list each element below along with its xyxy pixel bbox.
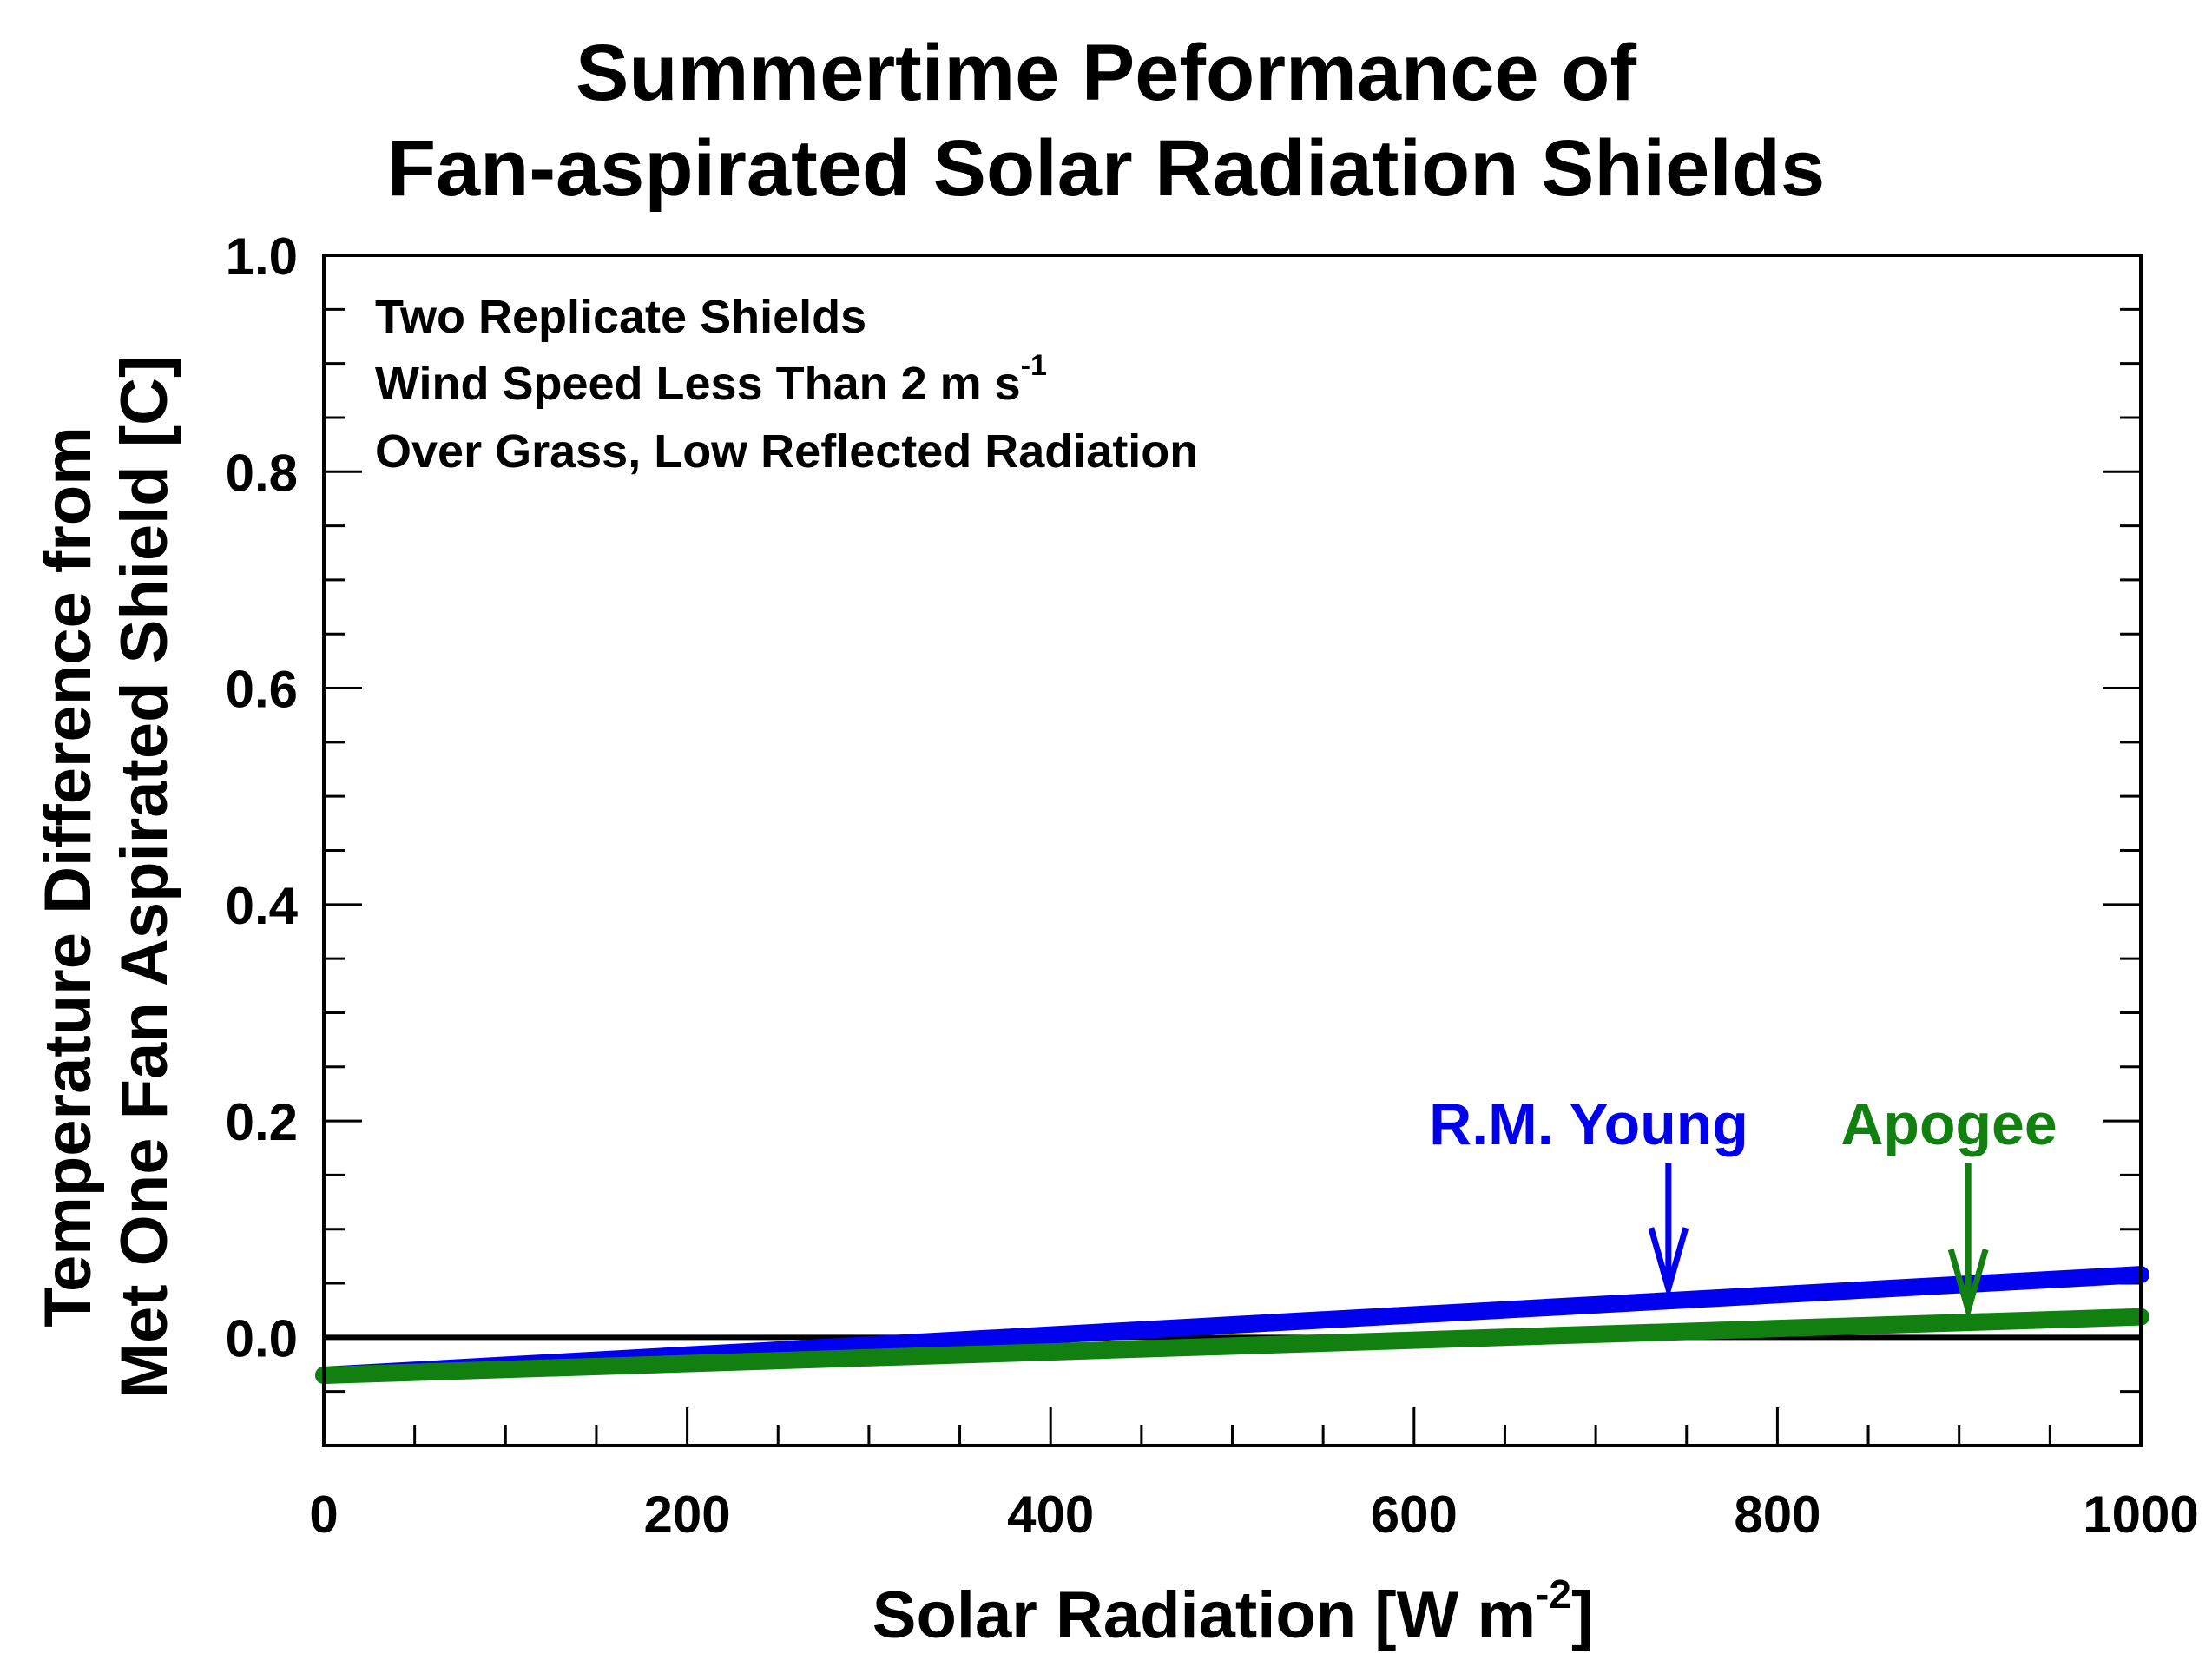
y-tick-label: 0.4 — [226, 877, 299, 935]
arrow-r-m-young — [1648, 1163, 1689, 1300]
y-tick-label: 0.8 — [226, 444, 298, 502]
plot-frame — [322, 254, 2143, 1447]
x-tick-label: 1000 — [2083, 1486, 2198, 1544]
x-axis-label-sup: -2 — [1536, 1571, 1571, 1617]
series-labels: R.M. Young Apogee — [1429, 1091, 2057, 1321]
annotation-line2: Wind Speed Less Than 2 m s-1 — [375, 349, 1047, 410]
y-tick-label: 1.0 — [226, 227, 298, 286]
series-label-r-m-young: R.M. Young — [1429, 1091, 1748, 1157]
x-tick-label: 0 — [309, 1486, 338, 1544]
chart-title-line2: Fan-aspirated Solar Radiation Shields — [386, 124, 1826, 213]
y-axis-label-line1: Temperature Difference from — [31, 426, 105, 1328]
annotation-line1: Two Replicate Shields — [375, 291, 866, 343]
x-axis-label: Solar Radiation [W m-2] — [872, 1571, 1594, 1652]
series-line-apogee — [315, 1308, 2149, 1384]
x-axis-label-end: ] — [1571, 1578, 1593, 1652]
annotation-line2-sup: -1 — [1021, 349, 1047, 382]
tick-labels: 0 200 400 600 800 1000 0.0 0.2 0.4 0.6 0.8 1.0 — [226, 227, 2199, 1544]
x-axis-label-main: Solar Radiation [W m — [872, 1578, 1536, 1652]
arrow-apogee — [1947, 1163, 1989, 1321]
x-tick-label: 200 — [644, 1486, 731, 1544]
chart-title-line1: Summertime Peformance of — [576, 29, 1636, 117]
x-tick-label: 600 — [1371, 1486, 1458, 1544]
y-tick-label: 0.6 — [226, 661, 298, 719]
y-tick-label: 0.2 — [226, 1093, 298, 1151]
annotation-line2-main: Wind Speed Less Than 2 m s — [375, 358, 1021, 410]
series-layer — [315, 1266, 2149, 1384]
x-tick-label: 800 — [1734, 1486, 1820, 1544]
annotation-line3: Over Grass, Low Reflected Radiation — [375, 425, 1198, 478]
y-axis-label-line2: Met One Fan Aspirated Shield [C] — [108, 356, 181, 1399]
series-label-apogee: Apogee — [1840, 1091, 2057, 1157]
axis-ticks — [322, 254, 2143, 1447]
x-tick-label: 400 — [1007, 1486, 1094, 1544]
y-tick-label: 0.0 — [226, 1309, 298, 1367]
